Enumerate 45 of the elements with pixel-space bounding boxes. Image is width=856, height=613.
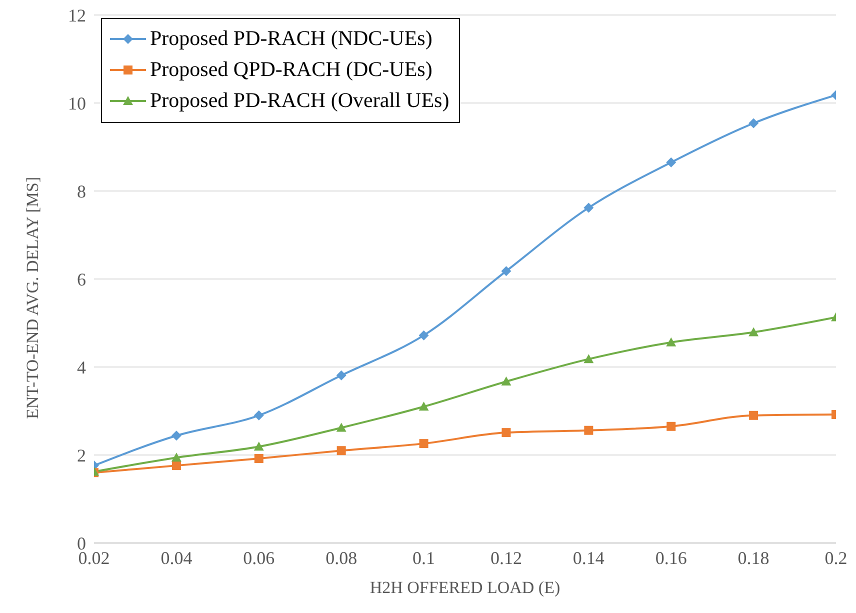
x-tick-label: 0.06 bbox=[243, 548, 275, 568]
point bbox=[584, 202, 594, 213]
point bbox=[254, 454, 264, 464]
x-tick-label: 0.14 bbox=[572, 548, 604, 568]
x-tick-label: 0.16 bbox=[655, 548, 687, 568]
legend-label: Proposed PD-RACH (NDC-UEs) bbox=[150, 25, 432, 52]
point bbox=[171, 452, 182, 462]
point bbox=[749, 410, 758, 420]
point bbox=[666, 157, 676, 168]
point bbox=[584, 354, 594, 364]
point bbox=[748, 327, 759, 336]
point bbox=[501, 376, 512, 386]
point bbox=[502, 428, 511, 438]
x-tick-label: 0.18 bbox=[738, 548, 770, 568]
y-axis-title: ENT-TO-END AVG. DELAY [MS] bbox=[23, 176, 42, 419]
point bbox=[501, 266, 512, 276]
point bbox=[254, 410, 264, 420]
x-axis-title: H2H OFFERED LOAD (E) bbox=[370, 578, 560, 597]
legend-label: Proposed PD-RACH (Overall UEs) bbox=[150, 87, 450, 114]
x-tick-label: 0.08 bbox=[326, 548, 358, 568]
point bbox=[666, 422, 676, 431]
point bbox=[418, 402, 429, 411]
y-tick-label: 6 bbox=[77, 269, 86, 290]
x-tick-label: 0.1 bbox=[412, 548, 436, 568]
point bbox=[336, 422, 346, 432]
y-tick-label: 10 bbox=[68, 93, 86, 114]
point bbox=[171, 430, 182, 441]
y-tick-label: 4 bbox=[77, 357, 86, 378]
y-tick-label: 12 bbox=[68, 5, 86, 26]
point bbox=[666, 337, 676, 346]
point bbox=[336, 446, 346, 456]
legend-label: Proposed QPD-RACH (DC-UEs) bbox=[150, 56, 432, 83]
x-tick-label: 0.2 bbox=[824, 548, 848, 568]
point bbox=[254, 442, 264, 451]
point bbox=[336, 370, 346, 380]
y-tick-label: 2 bbox=[77, 445, 86, 466]
point bbox=[419, 439, 428, 448]
x-tick-label: 0.04 bbox=[160, 548, 192, 568]
y-tick-label: 0 bbox=[77, 533, 86, 554]
point bbox=[172, 461, 181, 470]
point bbox=[748, 118, 759, 128]
point bbox=[418, 330, 429, 340]
point bbox=[584, 426, 594, 435]
x-tick-label: 0.12 bbox=[490, 548, 522, 568]
y-tick-label: 8 bbox=[77, 181, 86, 202]
